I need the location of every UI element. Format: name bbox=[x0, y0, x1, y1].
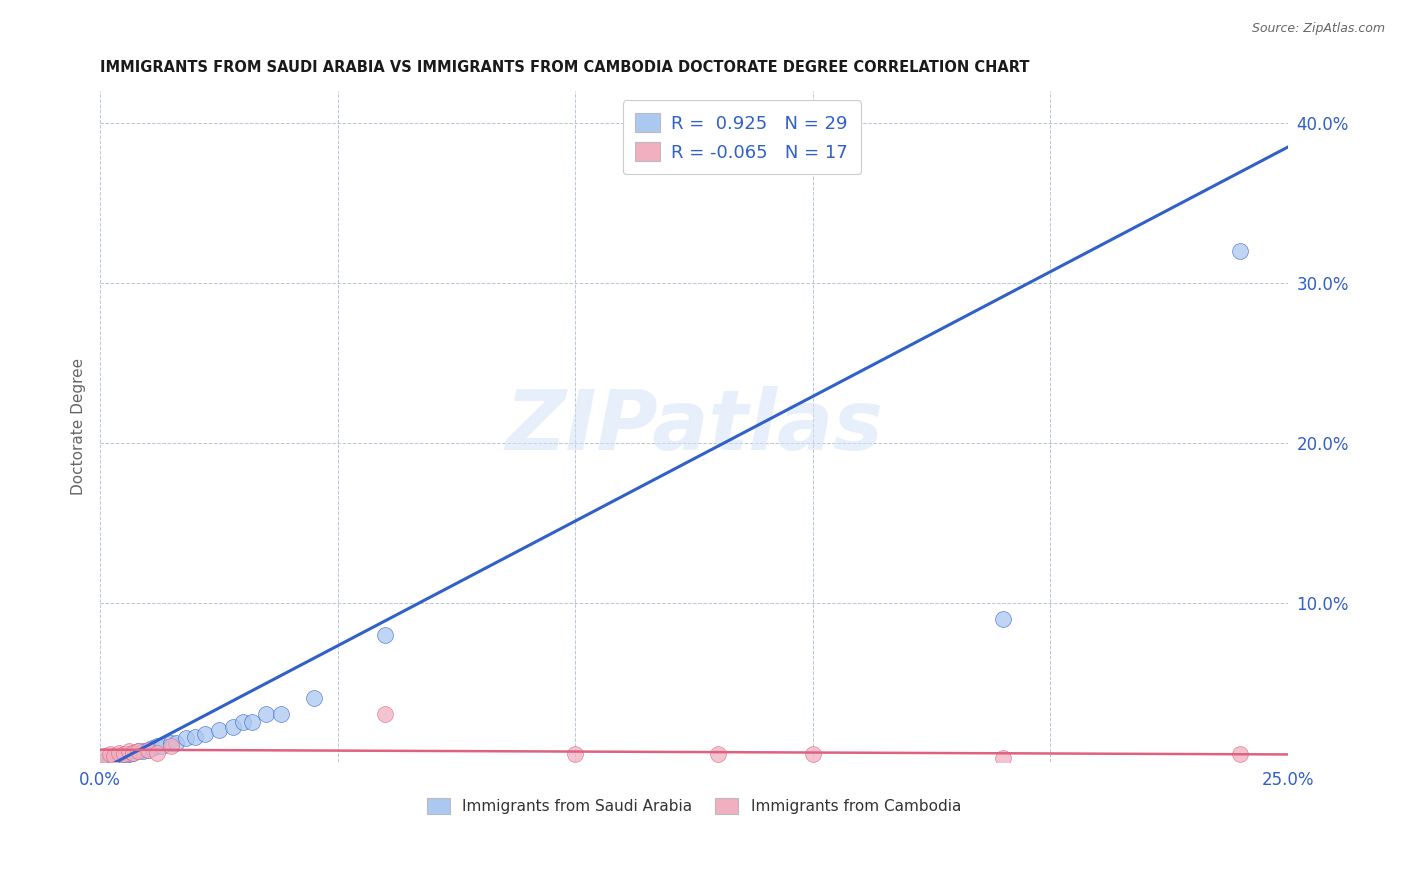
Point bbox=[103, 749, 125, 764]
Legend: Immigrants from Saudi Arabia, Immigrants from Cambodia: Immigrants from Saudi Arabia, Immigrants… bbox=[419, 790, 969, 822]
Point bbox=[117, 747, 139, 762]
Point bbox=[1229, 747, 1251, 762]
Text: Source: ZipAtlas.com: Source: ZipAtlas.com bbox=[1251, 22, 1385, 36]
Point bbox=[132, 744, 155, 758]
Point bbox=[232, 715, 254, 730]
Point bbox=[146, 739, 169, 754]
Point bbox=[94, 749, 117, 764]
Point bbox=[136, 742, 159, 756]
Point bbox=[165, 736, 187, 750]
Point bbox=[1229, 244, 1251, 258]
Point bbox=[801, 747, 824, 762]
Point bbox=[136, 742, 159, 756]
Point bbox=[112, 747, 135, 762]
Point bbox=[302, 691, 325, 706]
Point bbox=[150, 739, 173, 754]
Point bbox=[112, 747, 135, 762]
Point bbox=[127, 744, 149, 758]
Point bbox=[141, 741, 163, 756]
Point bbox=[564, 747, 586, 762]
Point bbox=[103, 750, 125, 764]
Point bbox=[222, 720, 245, 734]
Text: IMMIGRANTS FROM SAUDI ARABIA VS IMMIGRANTS FROM CAMBODIA DOCTORATE DEGREE CORREL: IMMIGRANTS FROM SAUDI ARABIA VS IMMIGRAN… bbox=[100, 60, 1029, 75]
Point bbox=[991, 750, 1014, 764]
Point bbox=[184, 730, 207, 744]
Point bbox=[108, 750, 131, 764]
Point bbox=[98, 752, 121, 766]
Point bbox=[94, 754, 117, 768]
Point bbox=[127, 744, 149, 758]
Point bbox=[146, 746, 169, 760]
Point bbox=[254, 707, 277, 722]
Point bbox=[98, 747, 121, 762]
Point bbox=[122, 746, 145, 760]
Point bbox=[240, 715, 263, 730]
Point bbox=[194, 726, 217, 740]
Point bbox=[160, 739, 183, 754]
Point bbox=[707, 747, 730, 762]
Point bbox=[374, 707, 396, 722]
Point bbox=[991, 611, 1014, 625]
Point bbox=[112, 749, 135, 764]
Point bbox=[174, 731, 197, 746]
Text: ZIPatlas: ZIPatlas bbox=[505, 386, 883, 467]
Point bbox=[270, 707, 292, 722]
Point bbox=[117, 744, 139, 758]
Y-axis label: Doctorate Degree: Doctorate Degree bbox=[72, 359, 86, 495]
Point bbox=[160, 736, 183, 750]
Point bbox=[122, 746, 145, 760]
Point bbox=[374, 627, 396, 641]
Point bbox=[108, 746, 131, 760]
Point bbox=[208, 723, 231, 738]
